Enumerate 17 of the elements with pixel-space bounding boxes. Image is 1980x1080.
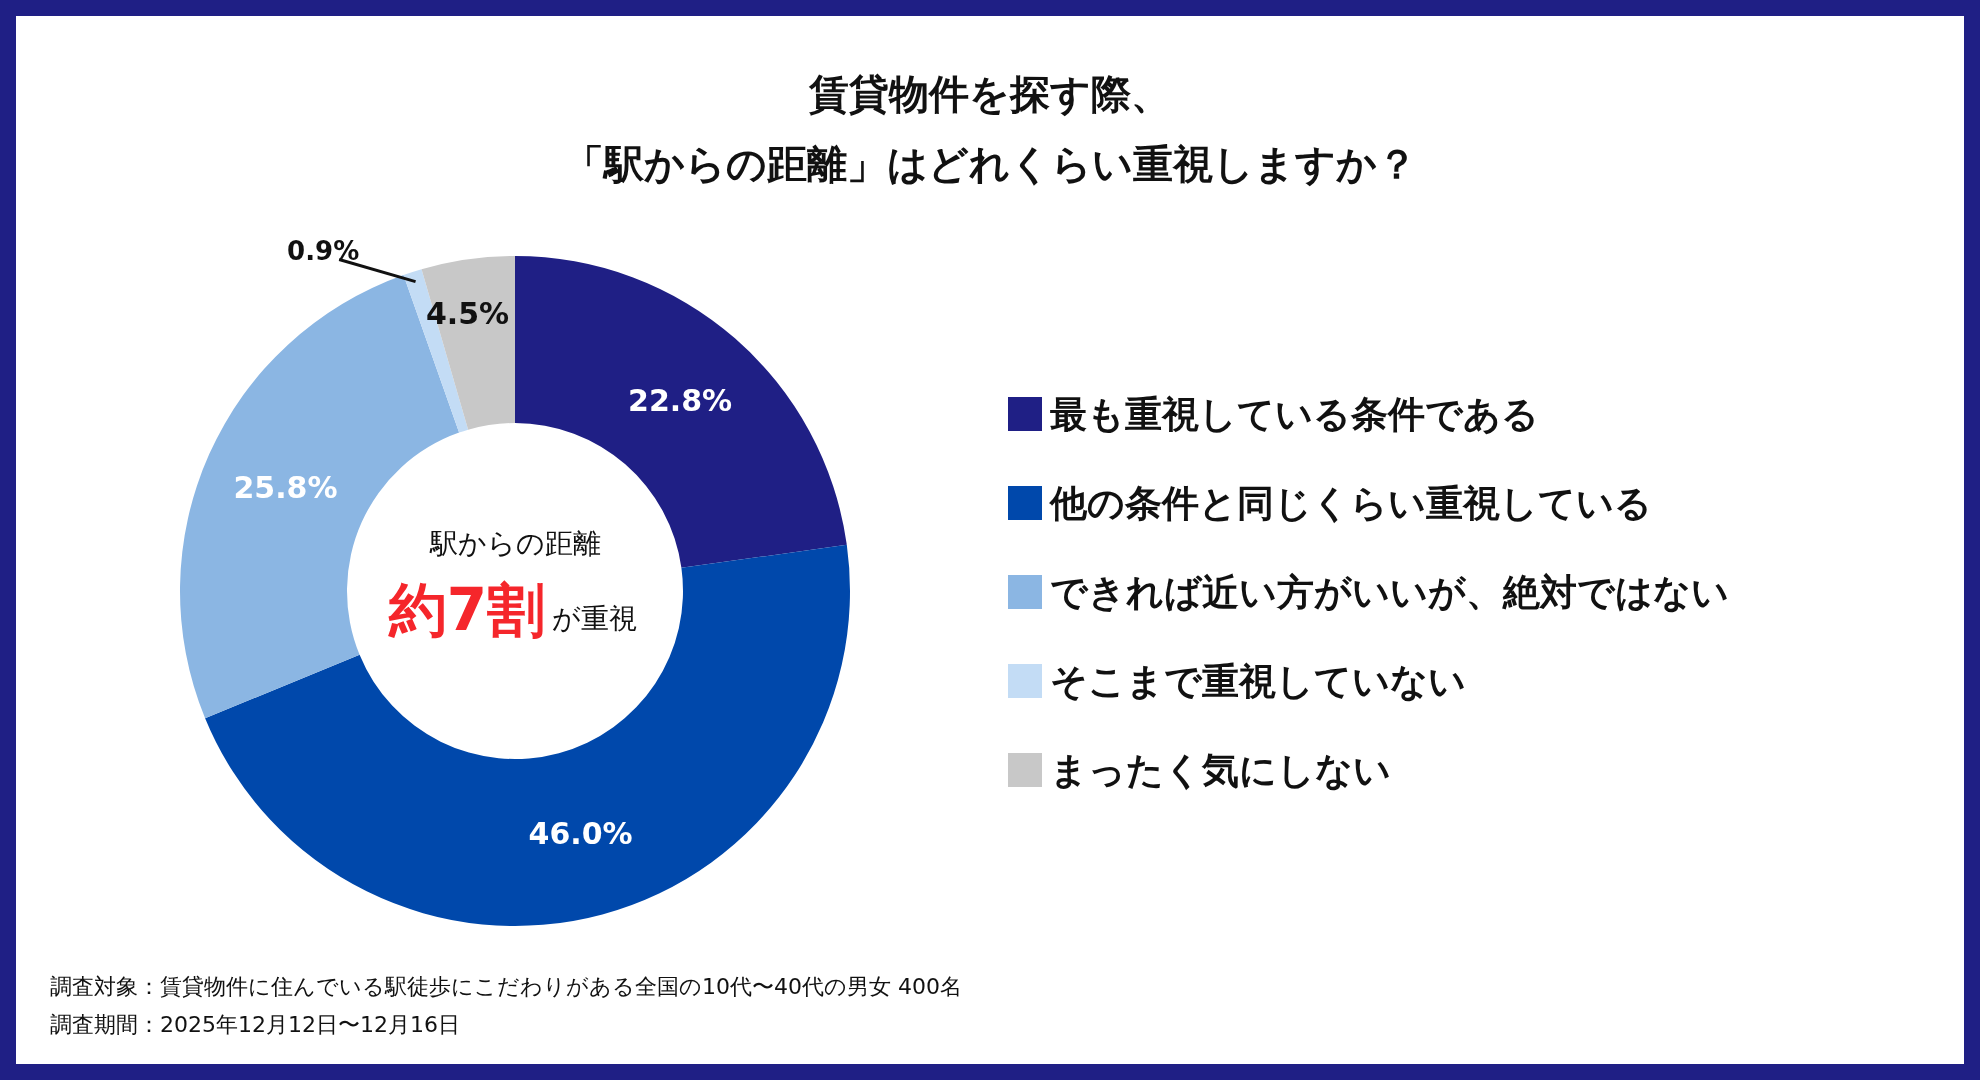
- text: 駅からの距離: [428, 527, 601, 560]
- legend-label: 最も重視している条件である: [1050, 393, 1539, 436]
- chart-subtitle: 「駅からの距離」はどれくらい重視しますか？: [563, 141, 1417, 187]
- legend-label: そこまで重視していない: [1050, 660, 1466, 703]
- text: 調査対象：賃貸物件に住んでいる駅徒歩にこだわりがある全国の10代〜40代の男女 400名: [50, 974, 962, 999]
- data-label: 0.9%: [287, 235, 360, 266]
- legend-label: できれば近い方がいいが、絶対ではない: [1050, 571, 1729, 614]
- data-label: 22.8%: [628, 383, 733, 419]
- data-label: 25.8%: [233, 470, 338, 506]
- text: 約7割: [387, 576, 546, 644]
- text: が重視: [552, 602, 637, 635]
- chart-title: 賃貸物件を探す際、: [808, 71, 1171, 117]
- data-label: 4.5%: [425, 295, 510, 331]
- legend-label: まったく気にしない: [1050, 749, 1391, 792]
- text: 調査期間：2025年12月12日〜12月16日: [50, 1012, 460, 1037]
- legend-label: 他の条件と同じくらい重視している: [1048, 482, 1652, 525]
- data-label: 46.0%: [528, 815, 633, 851]
